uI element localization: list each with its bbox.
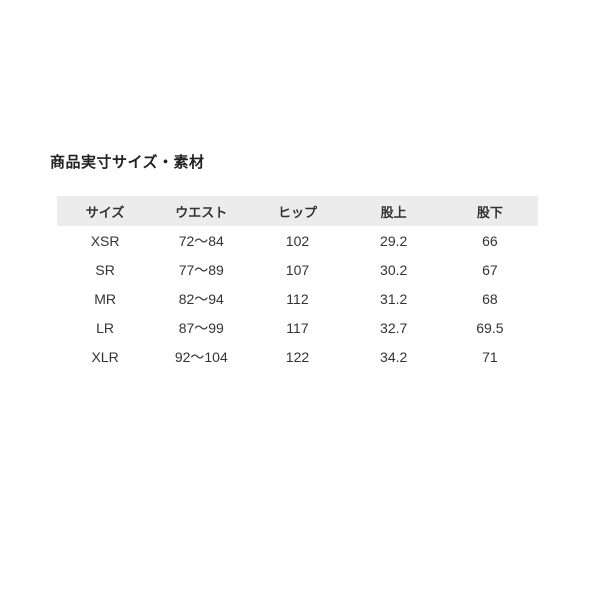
cell-rise: 32.7: [345, 313, 442, 342]
cell-inseam: 68: [441, 284, 538, 313]
table-row-sr: SR 77〜89 107 30.2 67: [57, 255, 538, 284]
size-table: サイズ ウエスト ヒップ 股上 股下 XSR 72〜84 102 29.2 66…: [57, 196, 538, 371]
cell-hip: 117: [249, 313, 346, 342]
table-row-mr: MR 82〜94 112 31.2 68: [57, 284, 538, 313]
cell-hip: 112: [249, 284, 346, 313]
size-table-header-row: サイズ ウエスト ヒップ 股上 股下: [57, 196, 538, 226]
cell-rise: 29.2: [345, 226, 442, 255]
cell-hip: 107: [249, 255, 346, 284]
cell-waist: 82〜94: [153, 284, 250, 313]
col-header-waist: ウエスト: [153, 196, 250, 226]
cell-size: XSR: [57, 226, 154, 255]
cell-size: LR: [57, 313, 154, 342]
section-title: 商品実寸サイズ・素材: [50, 154, 205, 171]
cell-hip: 102: [249, 226, 346, 255]
table-row-xsr: XSR 72〜84 102 29.2 66: [57, 226, 538, 255]
cell-size: SR: [57, 255, 154, 284]
cell-inseam: 66: [441, 226, 538, 255]
table-row-xlr: XLR 92〜104 122 34.2 71: [57, 342, 538, 371]
cell-size: MR: [57, 284, 154, 313]
cell-waist: 92〜104: [153, 342, 250, 371]
cell-inseam: 71: [441, 342, 538, 371]
cell-rise: 34.2: [345, 342, 442, 371]
col-header-size: サイズ: [57, 196, 154, 226]
cell-size: XLR: [57, 342, 154, 371]
cell-waist: 77〜89: [153, 255, 250, 284]
cell-hip: 122: [249, 342, 346, 371]
col-header-inseam: 股下: [441, 196, 538, 226]
cell-waist: 72〜84: [153, 226, 250, 255]
col-header-rise: 股上: [345, 196, 442, 226]
cell-inseam: 67: [441, 255, 538, 284]
table-row-lr: LR 87〜99 117 32.7 69.5: [57, 313, 538, 342]
col-header-hip: ヒップ: [249, 196, 346, 226]
cell-inseam: 69.5: [441, 313, 538, 342]
cell-waist: 87〜99: [153, 313, 250, 342]
cell-rise: 30.2: [345, 255, 442, 284]
cell-rise: 31.2: [345, 284, 442, 313]
